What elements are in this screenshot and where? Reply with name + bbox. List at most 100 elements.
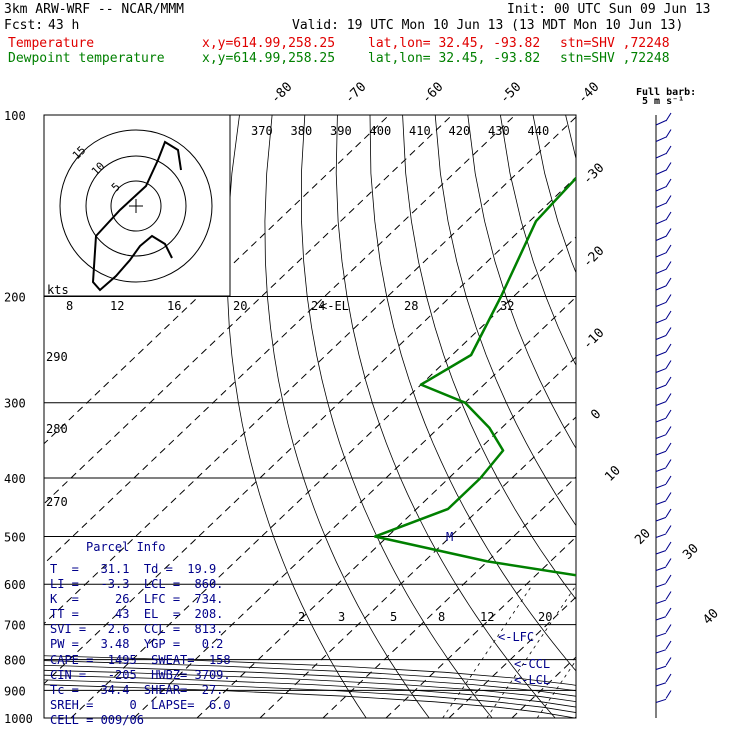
parcel-info-row: TT = 43 EL = 208. <box>50 607 224 622</box>
isotherm <box>322 476 576 718</box>
isotherm <box>259 416 576 718</box>
temperature-legend: Temperature <box>8 36 95 51</box>
wind-barb <box>655 153 667 159</box>
dry-adiabat <box>532 115 576 274</box>
wind-barb-flag <box>665 277 672 287</box>
pressure-label: 600 <box>4 578 26 592</box>
wind-barb <box>655 500 667 505</box>
isotherm-label: 20 <box>632 526 654 548</box>
wind-barb-flag <box>665 261 672 270</box>
wind-barb <box>655 516 667 522</box>
isotherm <box>701 115 740 718</box>
dewpoint-station: stn=SHV ,72248 <box>560 51 670 66</box>
ccl-marker: <-CCL <box>514 657 550 671</box>
pressure-label: 800 <box>4 654 26 668</box>
isotherm-label: 40 <box>700 606 722 628</box>
wind-barb-flag <box>665 492 672 501</box>
hodo-speed-label: 24 <box>311 299 325 313</box>
isotherm <box>44 176 576 685</box>
dry-adiabat <box>264 115 430 718</box>
wind-barb-flag <box>665 162 672 171</box>
plot-frame <box>43 114 577 719</box>
parcel-info-row: Tc = 34.4 SHEAR= 27. <box>50 682 224 697</box>
isotherm-label: -60 <box>419 80 446 107</box>
hodo-units-label: kts <box>47 283 69 297</box>
temperature-station: stn=SHV ,72248 <box>560 36 670 51</box>
parcel-info-row: SVI = 2.6 CCL = 813. <box>50 622 224 637</box>
isotherm <box>44 115 516 565</box>
wind-barb-flag <box>665 376 672 386</box>
wind-barb-flag <box>665 360 672 369</box>
wind-barb-flag <box>665 657 672 666</box>
temperature-profile <box>591 115 708 718</box>
dewpoint-latlon: lat,lon= 32.45, -93.82 <box>368 51 541 66</box>
isotherm-label: 0 <box>588 407 604 423</box>
hodo-speed-label: 20 <box>233 299 247 313</box>
dry-adiabat <box>500 115 576 367</box>
wind-barb-flag <box>665 558 672 567</box>
isotherm-label: -70 <box>342 80 369 107</box>
wind-barb <box>655 351 667 357</box>
hodo-speed-label: 32 <box>500 299 514 313</box>
wind-barb-flag <box>665 145 672 155</box>
wind-barb-flag <box>665 541 672 551</box>
pressure-label: 200 <box>4 291 26 305</box>
dry-adiabat-label: 290 <box>46 350 68 364</box>
wind-barb <box>655 599 667 604</box>
wind-barb <box>655 698 667 703</box>
parcel-info-row: CAPE = 1495 SWEAT= 158 <box>50 652 231 667</box>
wind-barb-flag <box>665 690 672 699</box>
wind-barb <box>655 649 667 654</box>
hodo-speed-label: 8 <box>66 299 73 313</box>
mixing-ratio-label: 2 <box>298 610 305 624</box>
isotherm-label: 30 <box>680 541 702 563</box>
wind-barb <box>655 450 667 456</box>
wind-barb-flag <box>665 310 672 320</box>
wind-barb <box>655 533 667 538</box>
wind-barb <box>655 665 667 670</box>
pressure-label: 700 <box>4 619 26 633</box>
wind-barb <box>655 401 667 406</box>
theta-label: 430 <box>488 124 510 138</box>
theta-label: 390 <box>330 124 352 138</box>
wind-barb <box>655 235 667 241</box>
mixing-ratio-label: 5 <box>390 610 397 624</box>
isotherm-label: -40 <box>575 80 602 107</box>
wind-barb <box>655 120 667 126</box>
wind-barb <box>655 252 667 258</box>
mixing-ratio-line <box>619 584 709 718</box>
isotherm <box>44 115 453 505</box>
forecast-hour: 43 h <box>48 18 80 33</box>
wind-barb-flag <box>665 195 672 204</box>
hodograph-ring <box>59 129 213 283</box>
wind-barb <box>655 583 667 588</box>
parcel-info-row: T = 31.1 Td = 19.9 <box>50 562 217 576</box>
pressure-label: 1000 <box>4 712 33 726</box>
hodograph-ring <box>85 155 187 257</box>
wind-barb <box>655 301 667 307</box>
dry-adiabat <box>434 115 576 527</box>
wind-barb-flag <box>665 343 672 353</box>
wind-barb-flag <box>665 294 672 303</box>
isotherm <box>44 115 390 445</box>
dry-adiabat <box>664 115 740 718</box>
wind-barb <box>655 136 667 142</box>
pressure-label: 500 <box>4 530 26 544</box>
hodo-speed-label: 12 <box>110 299 124 313</box>
isotherm <box>196 356 576 718</box>
wind-barb <box>655 550 667 555</box>
dry-adiabat-label: 270 <box>46 495 68 509</box>
dry-adiabat <box>696 115 740 718</box>
el-marker: <-EL <box>320 299 349 313</box>
mixing-ratio-line <box>670 584 740 718</box>
wind-barb-flag <box>665 426 672 435</box>
isotherm <box>133 296 576 718</box>
isotherm-label: -50 <box>497 80 524 107</box>
pressure-label: 100 <box>4 109 26 123</box>
pressure-label: 900 <box>4 684 26 698</box>
wind-barb <box>655 682 667 687</box>
isotherm <box>44 116 576 625</box>
isotherm-label: -30 <box>580 161 607 188</box>
wind-barb-flag <box>665 409 672 419</box>
dewpoint-legend: Dewpoint temperature <box>8 51 165 66</box>
